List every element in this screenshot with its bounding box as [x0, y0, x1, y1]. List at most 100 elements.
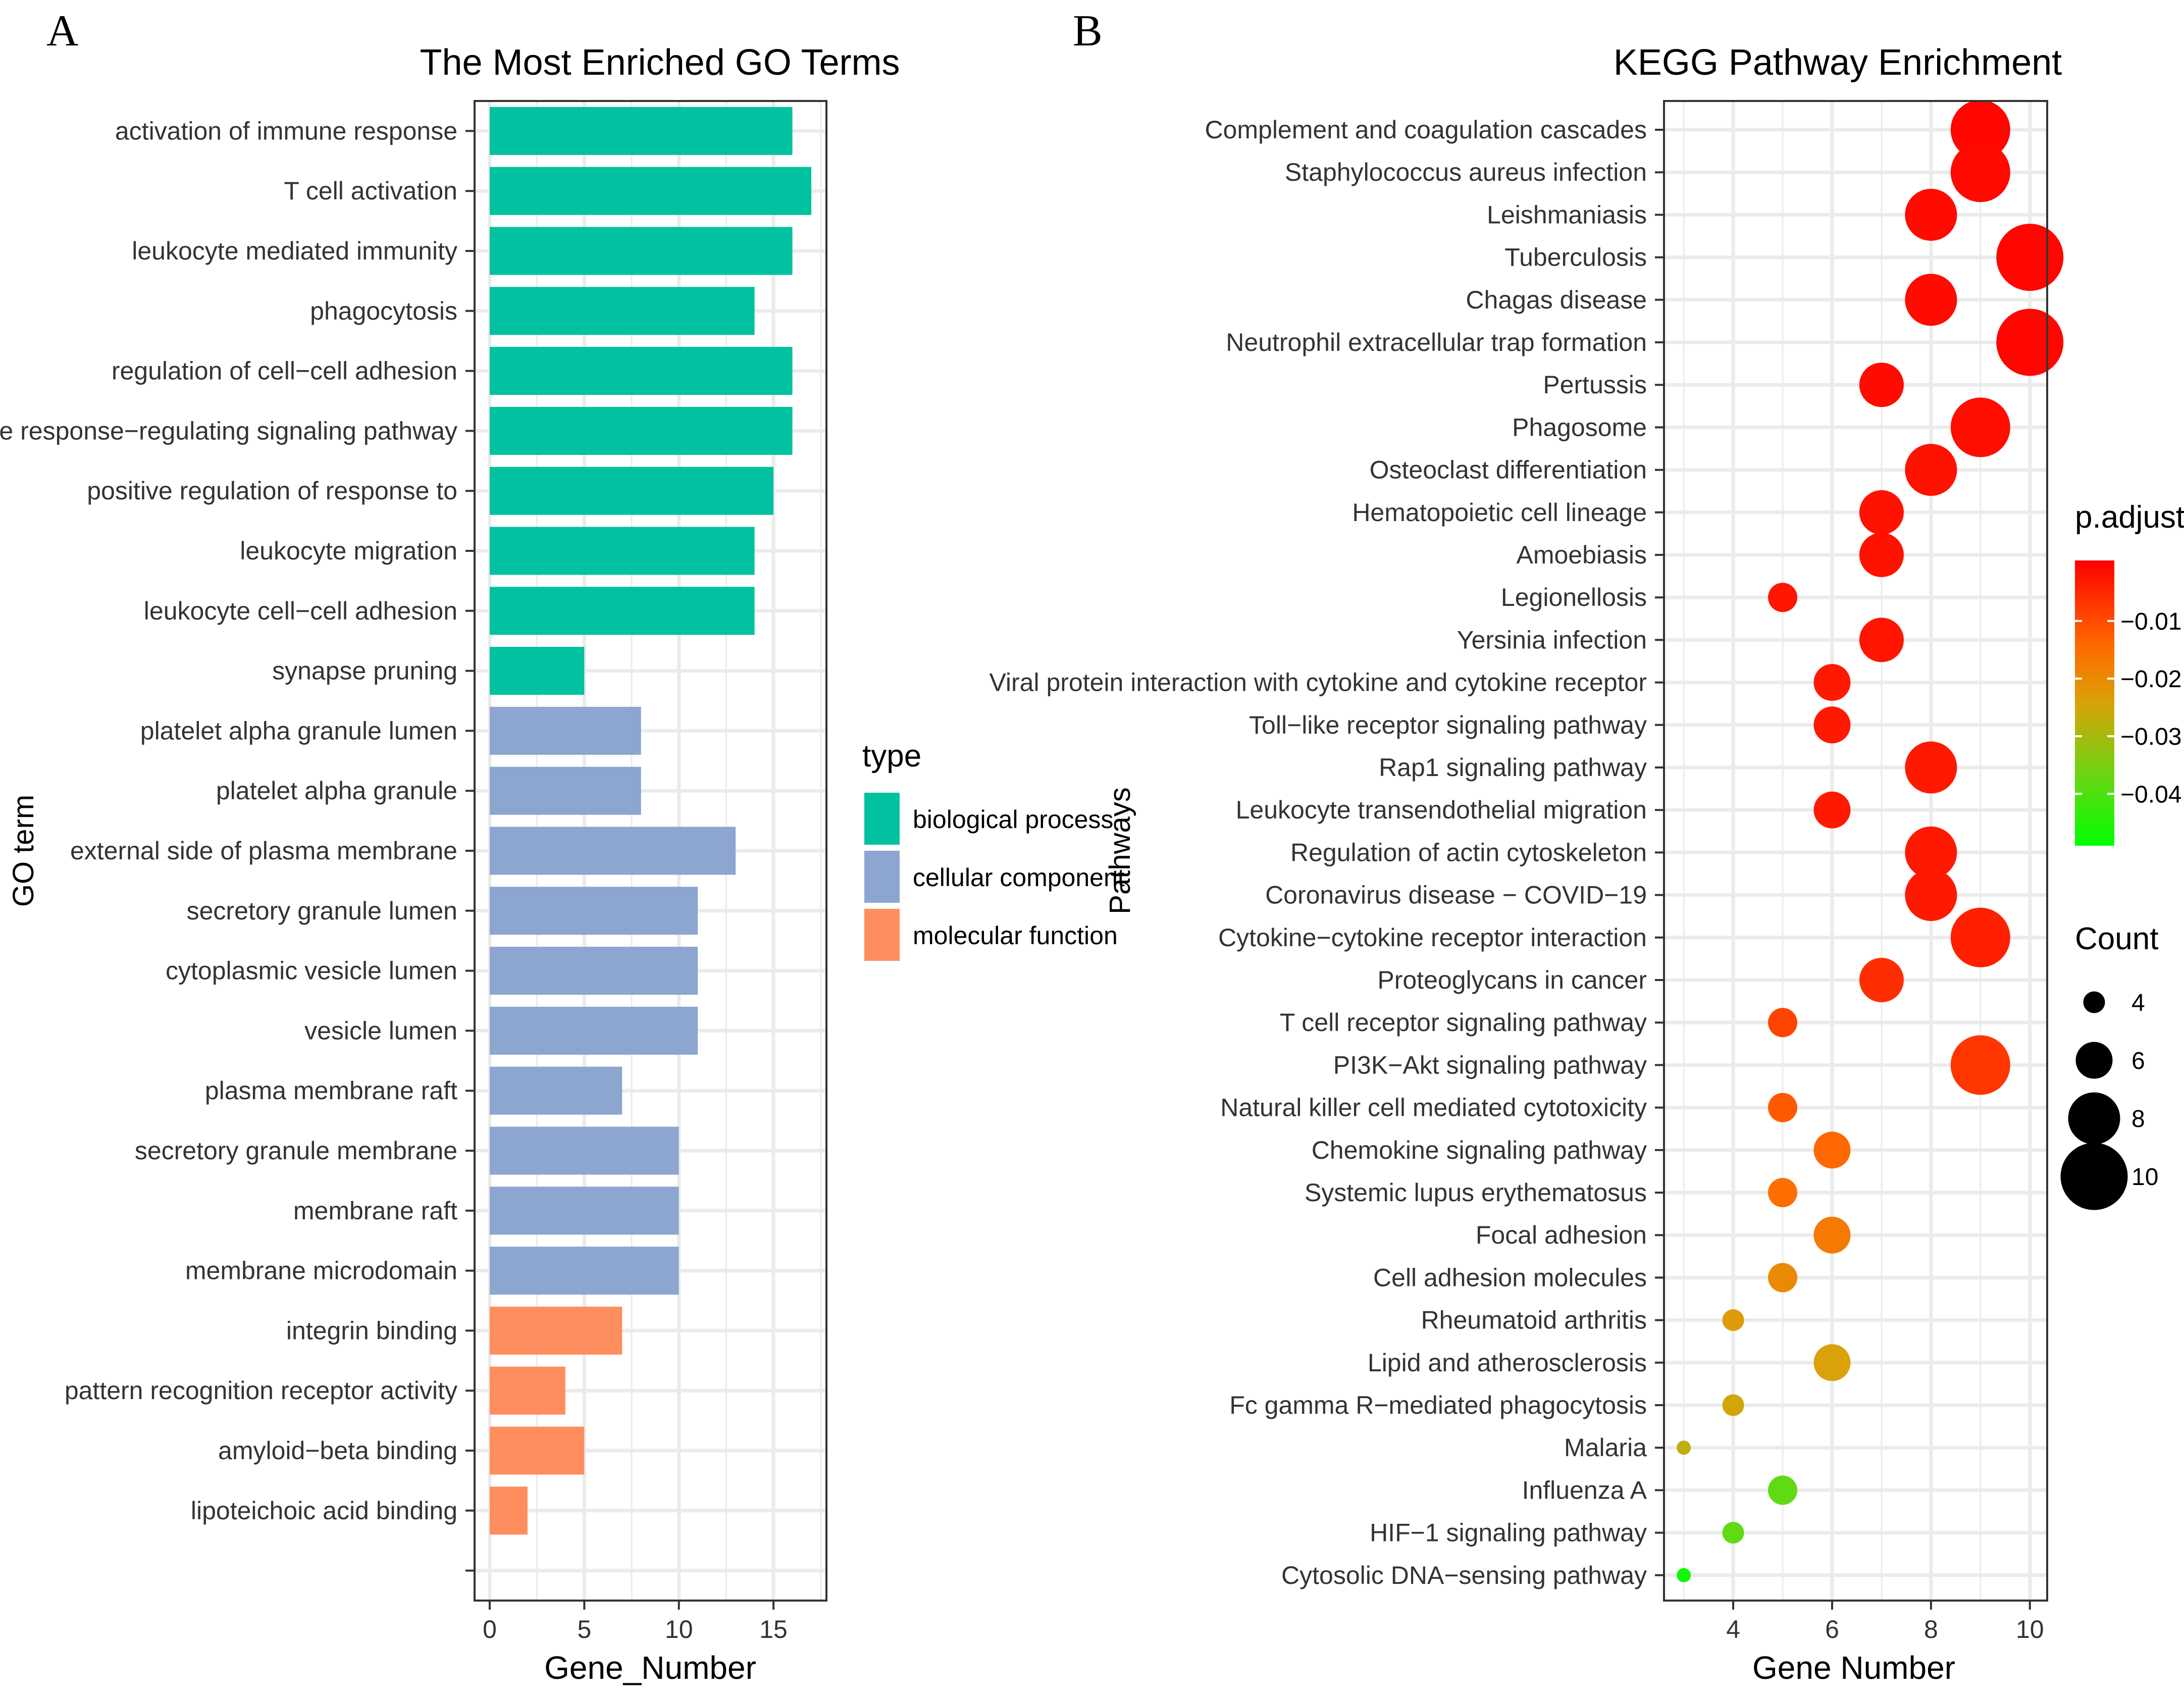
kegg-dot [1768, 583, 1798, 612]
go-term-label: platelet alpha granule [216, 777, 457, 805]
go-bar [489, 827, 736, 875]
go-term-label: leukocyte mediated immunity [132, 237, 457, 265]
kegg-dot [1950, 1035, 2010, 1095]
kegg-pathway-label: Influenza A [1522, 1476, 1647, 1504]
kegg-dot [1813, 791, 1851, 829]
legend-swatch-cc [864, 851, 900, 903]
padjust-tick-label: −0.04 [2120, 781, 2181, 808]
kegg-dot [1905, 741, 1957, 794]
go-bar [489, 647, 585, 695]
kegg-dot [1677, 1568, 1691, 1582]
kegg-pathway-label: Regulation of actin cytoskeleton [1290, 838, 1647, 866]
count-legend-label: 6 [2131, 1048, 2145, 1074]
go-bar [489, 467, 774, 515]
kegg-y-axis: Complement and coagulation cascades Staph… [989, 116, 1664, 1589]
go-term-label: activation of immune response [115, 117, 457, 145]
go-bar [489, 107, 793, 155]
kegg-dot [1768, 1093, 1798, 1122]
count-legend-label: 4 [2131, 990, 2145, 1016]
legend-swatch-bp [864, 793, 900, 845]
kegg-dot [1996, 308, 2064, 376]
kegg-x-tick-label: 4 [1726, 1615, 1740, 1643]
go-bar [489, 1486, 528, 1535]
kegg-pathway-label: Leukocyte transendothelial migration [1236, 796, 1647, 824]
count-legend-dot [2083, 991, 2105, 1013]
go-term-label: integrin binding [286, 1316, 457, 1345]
go-term-label: plasma membrane raft [205, 1076, 457, 1105]
go-bar [489, 227, 793, 275]
kegg-pathway-label: Phagosome [1512, 413, 1647, 441]
kegg-pathway-label: Neutrophil extracellular trap formation [1226, 328, 1647, 356]
kegg-dot [1768, 1008, 1798, 1038]
count-legend-dot [2060, 1143, 2128, 1210]
go-term-label: T cell activation [284, 177, 457, 205]
kegg-pathway-label: Yersinia infection [1457, 626, 1647, 654]
kegg-dot [1768, 1263, 1798, 1293]
go-term-label: regulation of cell−cell adhesion [112, 357, 457, 385]
go-term-label: lipoteichoic acid binding [191, 1497, 457, 1525]
kegg-dot [1905, 826, 1957, 879]
go-term-label: membrane microdomain [185, 1257, 457, 1285]
kegg-pathway-label: Hematopoietic cell lineage [1352, 498, 1647, 527]
kegg-dot [1813, 1132, 1851, 1169]
kegg-dot [1722, 1394, 1744, 1416]
kegg-dot [1905, 869, 1957, 921]
count-legend-label: 10 [2131, 1164, 2158, 1191]
kegg-x-tick-label: 6 [1825, 1615, 1839, 1643]
kegg-dot [1859, 618, 1904, 662]
kegg-pathway-label: HIF−1 signaling pathway [1370, 1519, 1647, 1547]
go-x-tick-label: 0 [483, 1615, 497, 1643]
kegg-dot [1722, 1309, 1744, 1331]
go-y-axis: activation of immune response T cell acti… [0, 117, 475, 1572]
panel-b-label: B [1073, 7, 1103, 56]
kegg-pathway-label: Rheumatoid arthritis [1421, 1306, 1647, 1334]
kegg-dot [1859, 533, 1904, 577]
kegg-x-axis-title: Gene Number [1752, 1650, 1955, 1686]
kegg-pathway-label: T cell receptor signaling pathway [1280, 1008, 1647, 1037]
go-term-label: secretory granule lumen [187, 897, 457, 925]
kegg-dot [1722, 1522, 1744, 1544]
kegg-pathway-label: Cytokine−cytokine receptor interaction [1218, 923, 1647, 952]
kegg-pathway-label: Legionellosis [1501, 583, 1647, 611]
kegg-dot [1859, 363, 1904, 407]
kegg-pathway-label: Cell adhesion molecules [1373, 1263, 1647, 1292]
go-x-axis: 0 5 10 15 [483, 1601, 788, 1643]
go-bar [489, 1306, 622, 1355]
kegg-pathway-label: Amoebiasis [1517, 541, 1647, 569]
go-term-label: immune response−regulating signaling pat… [0, 417, 457, 445]
count-legend-title: Count [2075, 921, 2158, 956]
kegg-pathway-label: Osteoclast differentiation [1370, 456, 1647, 484]
go-bar [489, 527, 755, 575]
go-bar [489, 287, 755, 335]
go-bar [489, 1247, 679, 1295]
go-bars [489, 107, 812, 1535]
go-term-label: vesicle lumen [304, 1016, 457, 1045]
go-x-tick-label: 15 [759, 1615, 788, 1643]
go-bar [489, 347, 793, 395]
padjust-tick-label: −0.01 [2120, 608, 2181, 635]
go-term-label: positive regulation of response to [87, 477, 457, 505]
go-bar [489, 1126, 679, 1175]
go-term-label: secretory granule membrane [135, 1137, 457, 1165]
go-x-axis-title: Gene_Number [544, 1650, 756, 1686]
go-term-label: platelet alpha granule lumen [140, 716, 457, 745]
kegg-dot [1813, 1344, 1851, 1381]
kegg-dot [1996, 224, 2064, 291]
go-bar [489, 706, 641, 755]
legend-label-bp: biological process [913, 805, 1113, 834]
kegg-dot [1950, 100, 2010, 160]
kegg-pathway-label: Fc gamma R−mediated phagocytosis [1229, 1391, 1647, 1419]
padjust-tick-label: −0.03 [2120, 724, 2181, 750]
type-legend: type biological process cellular componen… [862, 739, 1125, 961]
padjust-legend: p.adjust −0.01 −0.02 −0.03 −0.04 [2075, 500, 2184, 846]
kegg-pathway-label: Proteoglycans in cancer [1377, 966, 1647, 994]
go-x-tick-label: 5 [577, 1615, 591, 1643]
kegg-dot [1859, 490, 1904, 535]
go-term-label: leukocyte migration [240, 537, 457, 565]
count-legend-label: 8 [2131, 1106, 2145, 1133]
padjust-colorbar [2075, 560, 2114, 846]
go-bar [489, 947, 698, 995]
go-bar [489, 887, 698, 935]
kegg-pathway-label: Chagas disease [1466, 286, 1647, 314]
